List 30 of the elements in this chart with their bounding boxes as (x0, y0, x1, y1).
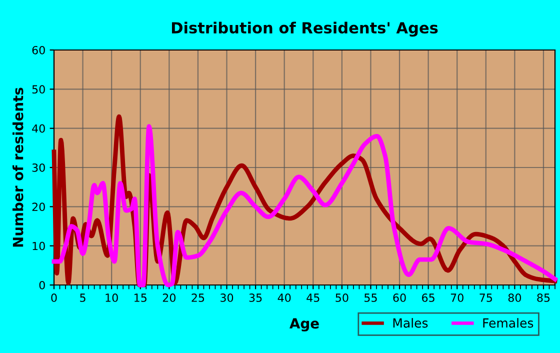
y-tick-label: 0 (39, 280, 45, 290)
y-tick-label: 20 (32, 202, 45, 212)
y-tick-label: 10 (32, 242, 45, 250)
y-tick-label: 40 (32, 124, 45, 133)
x-tick-label: 25 (192, 294, 204, 302)
x-tick-label: 30 (220, 294, 234, 302)
y-tick-label: 50 (32, 85, 45, 94)
x-tick-label: 45 (306, 294, 320, 302)
x-tick-label: 80 (508, 294, 522, 302)
x-tick-label: 10 (106, 294, 118, 302)
legend-label: Females (483, 318, 534, 328)
x-tick-label: 35 (249, 294, 262, 302)
x-tick-label: 20 (162, 294, 176, 302)
x-tick-label: 40 (278, 294, 291, 302)
x-tick-label: 75 (480, 294, 492, 302)
x-tick-label: 60 (393, 294, 406, 302)
x-tick-label: 55 (364, 294, 377, 302)
y-tick-label: 60 (32, 46, 45, 54)
x-tick-label: 70 (450, 294, 464, 302)
x-tick-label: 85 (537, 294, 550, 302)
legend-label: Males (393, 318, 428, 328)
chart-title: Distribution of Residents' Ages (172, 22, 438, 37)
x-tick-label: 50 (336, 294, 348, 302)
y-tick-label: 30 (32, 163, 45, 172)
x-tick-label: 15 (134, 294, 146, 302)
x-tick-label: 0 (51, 294, 57, 302)
x-tick-label: 5 (80, 294, 86, 302)
y-axis-title: Number of residents (12, 88, 24, 247)
x-tick-label: 65 (422, 294, 434, 302)
x-axis-title: Age (290, 318, 319, 332)
